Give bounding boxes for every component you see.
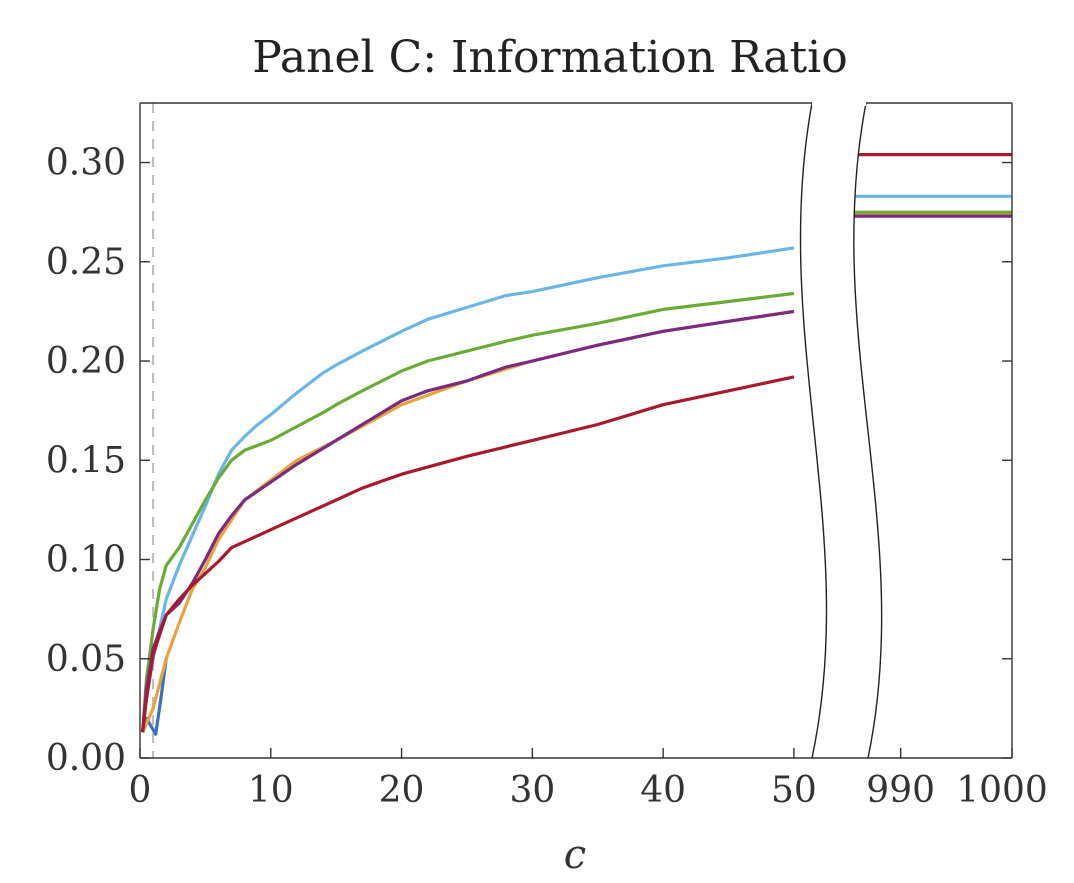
x-tick-label: 0	[129, 770, 152, 811]
y-tick-label: 0.25	[46, 242, 126, 283]
axis-break	[799, 100, 883, 759]
x-axis-label: c	[564, 832, 586, 878]
series-line-1-left	[141, 309, 795, 733]
axis-break-band	[800, 103, 882, 758]
x-tick-label: 50	[771, 770, 817, 811]
series-line-5-left	[141, 375, 795, 733]
y-tick-label: 0.15	[46, 440, 126, 481]
y-tick-label: 0.30	[46, 143, 126, 184]
y-tick-label: 0.20	[46, 341, 126, 382]
plot-frame	[139, 102, 1013, 759]
y-tick-label: 0.00	[46, 738, 126, 779]
chart-title: Panel C: Information Ratio	[252, 32, 847, 83]
x-tick-label: 30	[509, 770, 555, 811]
x-tick-label: 1000	[956, 770, 1048, 811]
series-line-4-left	[141, 309, 795, 733]
y-tick-label: 0.05	[46, 639, 126, 680]
break-gap-top	[812, 100, 866, 106]
y-tick-label: 0.10	[46, 540, 126, 581]
series-line-3-left	[141, 291, 795, 733]
tick-layer: 0.00 0.05 0.10 0.15 0.20 0.25 0.30 0 10 20 30 40 50 9…	[46, 143, 1048, 811]
x-tick-label: 990	[866, 770, 935, 811]
axis-break-edge-right	[853, 102, 883, 759]
x-tick-label: 40	[640, 770, 686, 811]
series-layer	[141, 103, 1012, 758]
series-line-2-left	[141, 246, 795, 733]
x-tick-label: 10	[248, 770, 294, 811]
axis-break-edge-left	[799, 102, 828, 759]
x-tick-label: 20	[379, 770, 425, 811]
